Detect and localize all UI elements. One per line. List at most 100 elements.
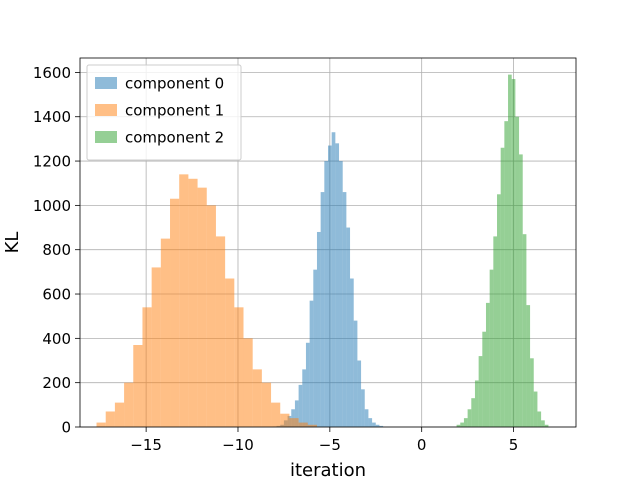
histogram-bar	[500, 147, 505, 427]
histogram-bar	[188, 178, 198, 427]
histogram-bar	[463, 418, 468, 427]
histogram-bar	[353, 320, 358, 427]
histogram-bar	[225, 278, 235, 427]
x-axis: −15 −10 −5 0 5	[130, 427, 518, 454]
legend: component 0 component 1 component 2	[86, 64, 242, 161]
legend-label: component 1	[125, 102, 224, 120]
y-tick-label: 1200	[33, 153, 71, 171]
histogram-bar	[346, 227, 351, 427]
y-tick-label: 1600	[33, 64, 71, 82]
histogram-bar	[522, 234, 527, 427]
histogram-bar	[160, 238, 171, 427]
histogram-bar	[471, 398, 475, 427]
histogram-bar	[456, 424, 461, 427]
histogram-bar	[215, 236, 226, 427]
histogram-bar	[474, 380, 479, 427]
legend-swatch	[95, 131, 117, 143]
histogram-bar	[541, 420, 545, 427]
histogram-bar	[206, 205, 216, 427]
histogram-bar	[105, 411, 115, 427]
histogram-bar	[331, 132, 336, 428]
histogram-bar	[294, 400, 299, 427]
histogram-bar	[151, 267, 161, 427]
histogram-bar	[243, 338, 253, 427]
histogram-bar	[302, 369, 306, 427]
y-tick-label: 400	[42, 330, 71, 348]
histogram-bar	[197, 187, 207, 427]
histogram-bar	[357, 360, 362, 427]
y-tick-label: 0	[61, 419, 71, 437]
histogram-bar	[261, 382, 272, 427]
histogram-bar	[467, 409, 472, 427]
legend-swatch	[95, 77, 117, 89]
y-tick-label: 1000	[33, 197, 71, 215]
y-tick-label: 800	[42, 241, 71, 259]
histogram-bar	[271, 402, 281, 427]
histogram-bar	[533, 391, 538, 427]
histogram-bar	[489, 269, 494, 427]
histogram-bar	[234, 307, 244, 427]
series-2-bars	[456, 74, 549, 428]
histogram-bar	[379, 425, 384, 427]
histogram-bar	[511, 79, 516, 428]
series-1-bars	[96, 174, 317, 427]
histogram-bar	[324, 161, 328, 427]
y-axis-label: KL	[2, 232, 23, 254]
histogram-bar	[179, 174, 189, 427]
histogram-bar	[328, 145, 332, 428]
histogram-bar	[508, 74, 512, 428]
histogram-bar	[504, 121, 509, 427]
y-tick-label: 600	[42, 286, 71, 304]
legend-label: component 2	[125, 129, 224, 147]
histogram-bar	[298, 422, 308, 427]
histogram-bar	[497, 194, 501, 427]
histogram-bar	[375, 424, 380, 427]
histogram-bar	[313, 269, 317, 427]
histogram-bar	[478, 356, 483, 427]
x-axis-label: iteration	[290, 460, 366, 480]
histogram-bar	[316, 231, 321, 427]
histogram-bar	[280, 413, 290, 427]
x-tick-label: 5	[509, 436, 519, 454]
histogram-bar	[342, 192, 347, 427]
histogram-bars	[96, 74, 549, 428]
histogram-bar	[515, 116, 520, 427]
histogram-bar	[526, 305, 531, 427]
histogram-bar	[133, 345, 143, 427]
histogram-bar	[544, 424, 549, 427]
histogram-bar	[335, 143, 340, 427]
histogram-bar	[309, 300, 314, 427]
histogram-bar	[361, 389, 365, 427]
histogram-bar	[320, 192, 325, 427]
x-tick-label: −15	[130, 436, 162, 454]
histogram-bar	[307, 424, 317, 427]
histogram-bar	[530, 358, 534, 427]
series-0-bars	[272, 132, 384, 428]
histogram-bar	[364, 409, 369, 427]
histogram-bar	[96, 422, 106, 427]
x-tick-label: −5	[319, 436, 341, 454]
y-tick-label: 1400	[33, 108, 71, 126]
histogram-bar	[124, 382, 134, 427]
histogram-bar	[350, 278, 354, 427]
y-tick-label: 200	[42, 374, 71, 392]
y-axis: 0 200 400 600 800 1000 1200 1400 1600	[33, 64, 80, 437]
histogram-bar	[142, 307, 152, 427]
histogram-bar	[339, 161, 343, 427]
histogram-bar	[493, 236, 498, 427]
histogram-bar	[372, 422, 376, 427]
histogram-bar	[482, 331, 486, 427]
legend-label: component 0	[125, 75, 224, 93]
histogram-bar	[537, 411, 542, 427]
histogram-bar	[170, 198, 180, 427]
histogram-bar	[305, 342, 310, 427]
legend-swatch	[95, 104, 117, 116]
plot-area-frame	[79, 57, 577, 428]
histogram-bar	[114, 402, 125, 427]
histogram-bar	[519, 154, 523, 428]
histogram-bar	[485, 302, 490, 427]
histogram-bar	[298, 384, 303, 427]
x-tick-label: 0	[417, 436, 427, 454]
x-tick-label: −10	[222, 436, 254, 454]
